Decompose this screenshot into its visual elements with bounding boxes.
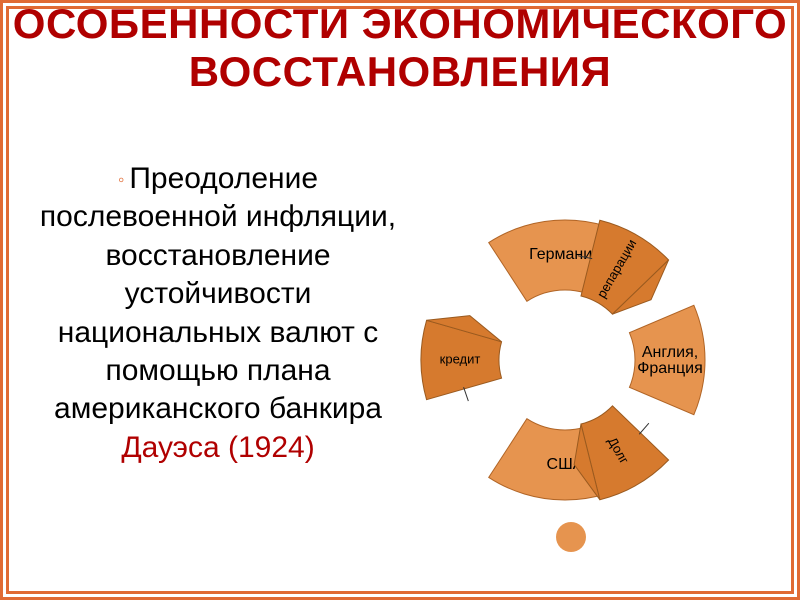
page-title: ОСОБЕННОСТИ ЭКОНОМИЧЕСКОГО ВОССТАНОВЛЕНИ… <box>0 0 800 97</box>
body-text-main: Преодоление послевоенной инфляции, восст… <box>40 162 396 425</box>
cycle-svg: СШАГерманияАнглия,Франциякредитрепарации… <box>385 180 745 540</box>
body-paragraph: ◦ Преодоление послевоенной инфляции, вос… <box>28 160 408 467</box>
body-text-highlight: Дауэса (1924) <box>121 431 314 464</box>
cycle-arrow-label-credit: кредит <box>440 351 481 366</box>
page-number-dot <box>556 522 586 552</box>
cycle-connector-debt <box>639 423 649 434</box>
cycle-connector-credit <box>464 387 469 401</box>
dawes-plan-cycle-diagram: СШАГерманияАнглия,Франциякредитрепарации… <box>385 180 745 540</box>
bullet-glyph: ◦ <box>118 170 129 190</box>
cycle-node-label-uk_fr: Англия,Франция <box>637 344 703 377</box>
